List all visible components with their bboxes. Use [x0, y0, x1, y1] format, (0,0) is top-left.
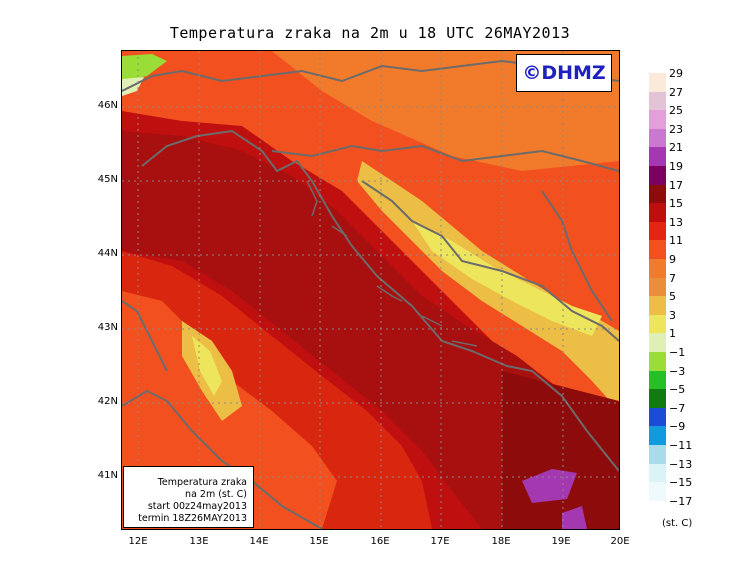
- temperature-map: [121, 50, 620, 530]
- legend-unit: (st. C): [662, 518, 693, 529]
- legend-swatch: [649, 91, 666, 111]
- legend-level-label: 21: [669, 141, 683, 155]
- legend-level-label: 11: [669, 234, 683, 248]
- alps-green: [122, 54, 167, 81]
- legend-level-label: −13: [669, 457, 693, 471]
- lat-label-45n: 45N: [97, 174, 118, 185]
- info-line-1: Temperatura zraka: [157, 477, 247, 488]
- lat-label-41n: 41N: [97, 470, 118, 481]
- legend-swatch: [649, 314, 666, 334]
- lon-label-15e: 15E: [309, 536, 329, 547]
- legend-level-label: −5: [669, 383, 686, 397]
- legend-swatch: [649, 445, 666, 464]
- legend-level-label: −9: [669, 420, 686, 434]
- info-line-4: termin 18Z26MAY2013: [138, 513, 247, 524]
- legend-level-label: 15: [669, 197, 683, 211]
- legend-swatch: [649, 277, 666, 297]
- lon-label-12e: 12E: [128, 536, 148, 547]
- legend-level-label: 17: [669, 178, 683, 192]
- lon-label-18e: 18E: [491, 536, 511, 547]
- lat-label-42n: 42N: [97, 396, 118, 407]
- legend-level-label: −7: [669, 401, 686, 415]
- legend-level-label: −1: [669, 346, 686, 359]
- dinaric-pale: [412, 221, 602, 336]
- lat-label-46n: 46N: [97, 100, 118, 111]
- legend-swatch: [649, 166, 666, 185]
- legend-level-label: 19: [669, 160, 683, 173]
- legend-level-label: 3: [669, 308, 676, 322]
- info-box: Temperatura zraka na 2m (st. C) start 00…: [123, 466, 254, 528]
- lon-label-17e: 17E: [430, 536, 450, 547]
- legend-swatch: [649, 203, 666, 222]
- legend-swatch: [649, 221, 666, 241]
- legend-level-label: 9: [669, 253, 676, 266]
- lon-label-19e: 19E: [551, 536, 571, 547]
- dhmz-copyright-logo: ©DHMZ: [516, 54, 612, 92]
- legend-swatch: [649, 73, 666, 92]
- legend-level-label: 27: [669, 85, 683, 99]
- legend-swatch: [649, 110, 666, 129]
- legend-swatch: [649, 407, 666, 427]
- legend-level-label: −11: [669, 439, 693, 452]
- lon-label-20e: 20E: [610, 536, 630, 547]
- legend-level-label: 5: [669, 290, 676, 304]
- lat-label-43n: 43N: [97, 322, 118, 333]
- legend-level-label: 29: [669, 67, 683, 80]
- legend-swatch: [649, 296, 666, 315]
- legend-level-label: 23: [669, 122, 683, 136]
- legend-level-label: −3: [669, 364, 686, 378]
- legend-swatch: [649, 259, 666, 278]
- coastline: [141, 129, 619, 472]
- legend-swatch: [649, 240, 666, 259]
- legend-level-label: 25: [669, 104, 683, 118]
- legend-swatch: [649, 352, 666, 371]
- lon-label-14e: 14E: [249, 536, 269, 547]
- legend-level-label: 1: [669, 327, 676, 341]
- legend-swatch: [649, 426, 666, 445]
- map-title: Temperatura zraka na 2m u 18 UTC 26MAY20…: [169, 24, 571, 42]
- legend-level-label: −15: [669, 476, 693, 490]
- legend-swatch: [649, 147, 666, 166]
- lon-label-13e: 13E: [189, 536, 209, 547]
- legend-swatch: [649, 463, 666, 483]
- legend-level-label: 13: [669, 215, 683, 229]
- legend-level-label: 7: [669, 271, 676, 285]
- adriatic-sea: [122, 131, 619, 529]
- legend-swatch: [649, 389, 666, 408]
- legend-swatch: [649, 482, 666, 501]
- legend-level-label: −17: [669, 494, 693, 508]
- lon-label-16e: 16E: [370, 536, 390, 547]
- legend-swatch: [649, 128, 666, 148]
- legend-swatch: [649, 333, 666, 352]
- legend-swatch: [649, 370, 666, 390]
- lat-label-44n: 44N: [97, 248, 118, 259]
- info-line-3: start 00z24may2013: [147, 501, 247, 512]
- legend-swatch: [649, 184, 666, 204]
- info-line-2: na 2m (st. C): [185, 489, 247, 500]
